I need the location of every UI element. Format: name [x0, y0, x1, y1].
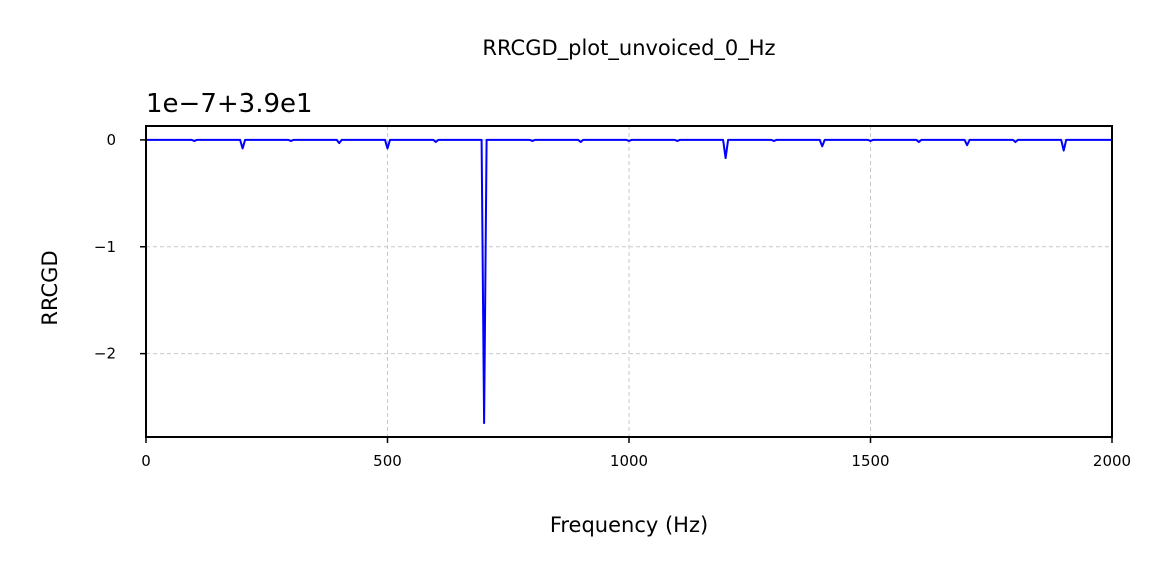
axis-offset-text: 1e−7+3.9e1: [146, 89, 313, 119]
axis-ticks: 0 500 1000 1500 2000 0 −1 −2: [94, 131, 1131, 470]
grid-lines: [146, 126, 1112, 437]
plot-frame: [145, 125, 1113, 438]
y-tick-label: −2: [94, 345, 116, 363]
chart-title: RRCGD_plot_unvoiced_0_Hz: [482, 36, 775, 61]
y-tick-label: 0: [106, 131, 116, 149]
x-tick-label: 1500: [851, 452, 889, 470]
x-tick-label: 500: [373, 452, 402, 470]
x-tick-label: 0: [141, 452, 151, 470]
x-axis-label: Frequency (Hz): [550, 513, 708, 537]
series-line: [146, 138, 1112, 425]
y-axis-label: RRCGD: [38, 250, 62, 325]
y-tick-label: −1: [94, 238, 116, 256]
x-tick-label: 1000: [610, 452, 648, 470]
x-tick-label: 2000: [1093, 452, 1131, 470]
